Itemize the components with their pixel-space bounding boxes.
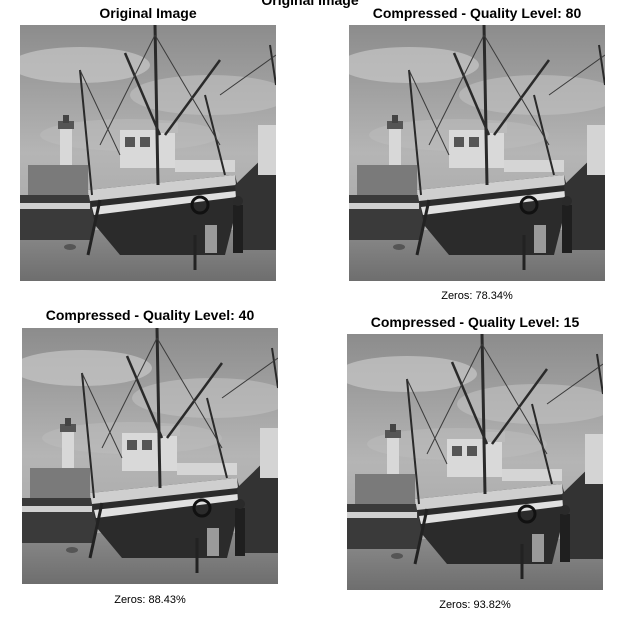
boat-photo-graphic xyxy=(20,25,276,281)
panel-title-quality-15: Compressed - Quality Level: 15 xyxy=(370,314,580,330)
boat-photo-graphic xyxy=(347,334,603,590)
panel-title-quality-80: Compressed - Quality Level: 80 xyxy=(372,5,582,21)
boat-image-quality-15 xyxy=(347,334,603,590)
zeros-caption-quality-40: Zeros: 88.43% xyxy=(114,594,186,606)
zeros-caption-quality-15: Zeros: 93.82% xyxy=(439,599,511,611)
boat-photo-graphic xyxy=(22,328,278,584)
boat-photo-graphic xyxy=(349,25,605,281)
panel-title-original: Original Image xyxy=(99,5,197,21)
boat-image-quality-40 xyxy=(22,328,278,584)
boat-image-quality-80 xyxy=(349,25,605,281)
zeros-caption-quality-80: Zeros: 78.34% xyxy=(441,290,513,302)
figure-title: Original Image xyxy=(261,0,359,8)
panel-title-quality-40: Compressed - Quality Level: 40 xyxy=(45,307,255,323)
boat-image-original xyxy=(20,25,276,281)
